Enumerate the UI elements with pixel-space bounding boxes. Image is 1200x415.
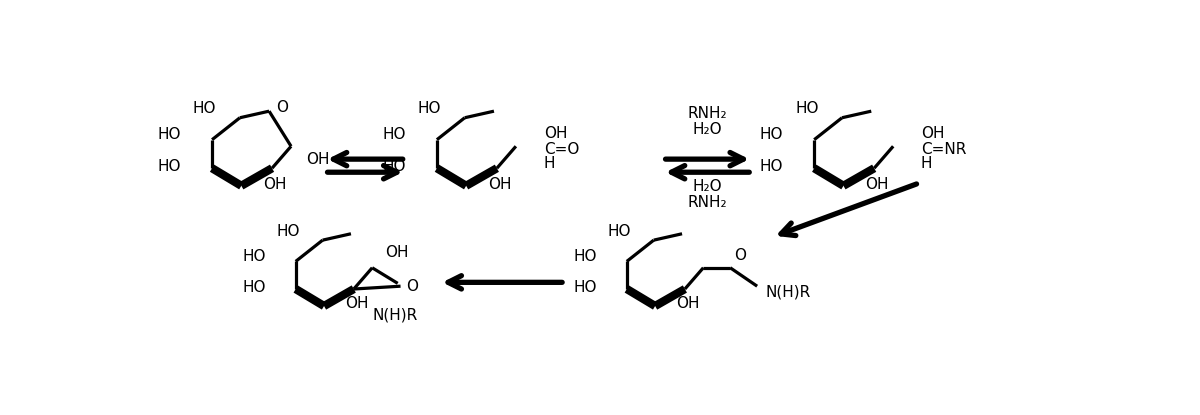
Text: N(H)R: N(H)R bbox=[372, 307, 418, 322]
Text: HO: HO bbox=[574, 280, 598, 295]
Text: HO: HO bbox=[242, 280, 266, 295]
Text: OH: OH bbox=[865, 177, 889, 192]
Text: H₂O: H₂O bbox=[692, 179, 722, 194]
Text: OH: OH bbox=[344, 296, 368, 311]
Text: H₂O: H₂O bbox=[692, 122, 722, 137]
Text: HO: HO bbox=[607, 224, 631, 239]
Text: HO: HO bbox=[193, 102, 216, 117]
Text: RNH₂: RNH₂ bbox=[688, 195, 727, 210]
Text: OH: OH bbox=[263, 177, 287, 192]
Text: H: H bbox=[920, 156, 932, 171]
Text: OH: OH bbox=[306, 152, 329, 167]
Text: HO: HO bbox=[383, 127, 406, 142]
Text: N(H)R: N(H)R bbox=[766, 284, 811, 299]
Text: OH: OH bbox=[488, 177, 511, 192]
Text: OH: OH bbox=[385, 245, 408, 260]
Text: RNH₂: RNH₂ bbox=[688, 106, 727, 121]
Text: HO: HO bbox=[418, 102, 442, 117]
Text: HO: HO bbox=[796, 102, 818, 117]
Text: H: H bbox=[544, 156, 556, 171]
Text: OH: OH bbox=[920, 126, 944, 141]
Text: HO: HO bbox=[574, 249, 598, 264]
Text: HO: HO bbox=[158, 127, 181, 142]
Text: HO: HO bbox=[242, 249, 266, 264]
Text: HO: HO bbox=[760, 127, 784, 142]
Text: HO: HO bbox=[383, 159, 406, 174]
Text: HO: HO bbox=[158, 159, 181, 174]
Text: OH: OH bbox=[676, 296, 700, 311]
Text: O: O bbox=[733, 247, 745, 263]
Text: O: O bbox=[407, 279, 419, 294]
Text: OH: OH bbox=[544, 126, 568, 141]
Text: C=NR: C=NR bbox=[920, 142, 966, 157]
Text: HO: HO bbox=[760, 159, 784, 174]
Text: HO: HO bbox=[276, 224, 300, 239]
Text: C=O: C=O bbox=[544, 142, 580, 157]
Text: O: O bbox=[276, 100, 288, 115]
